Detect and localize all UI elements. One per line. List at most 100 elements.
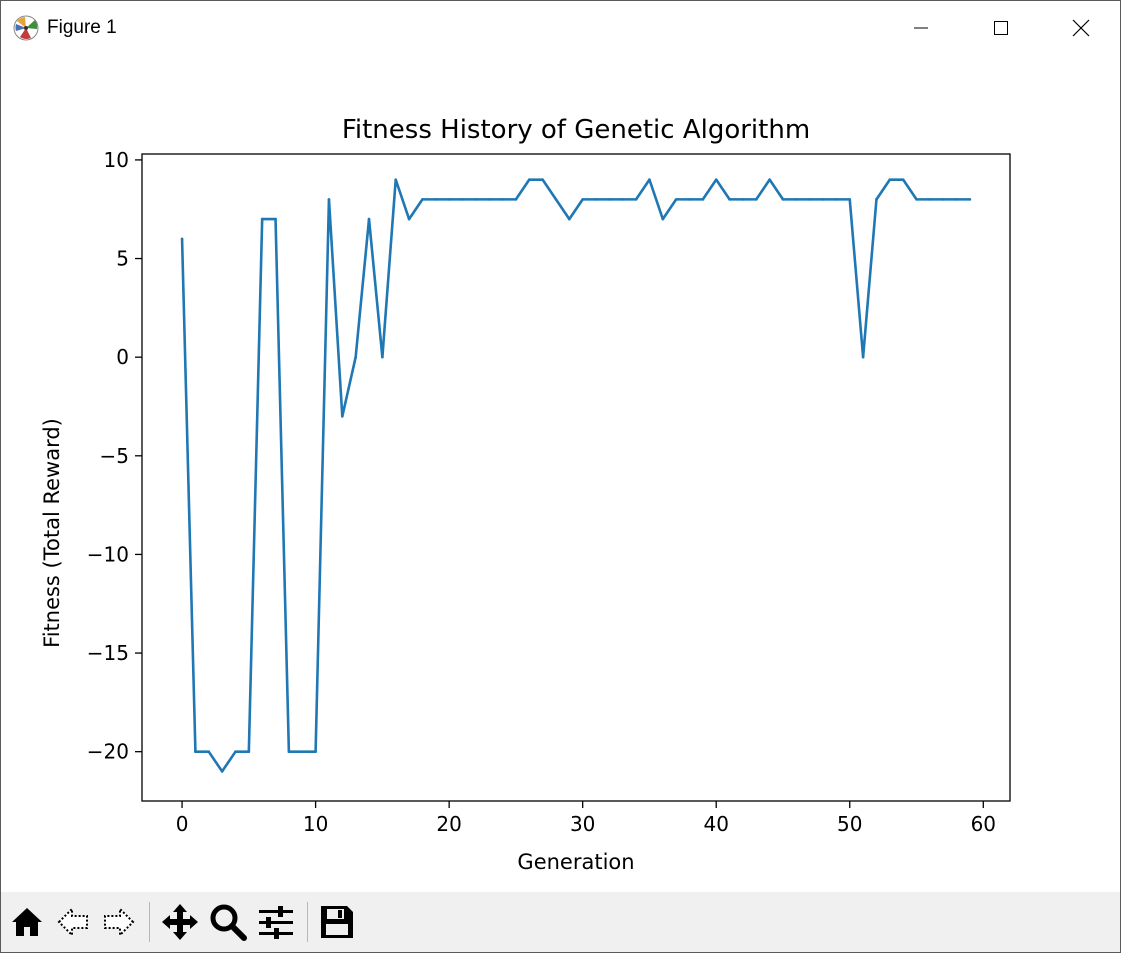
zoom-button[interactable]	[208, 902, 248, 942]
matplotlib-logo-icon	[13, 15, 39, 41]
data-point	[341, 415, 344, 418]
title-bar[interactable]: Figure 1	[1, 1, 1120, 55]
forward-button[interactable]	[99, 902, 139, 942]
fitness-series-line	[180, 178, 970, 773]
back-button[interactable]	[53, 902, 93, 942]
data-point	[314, 750, 317, 753]
back-arrow-icon	[57, 906, 88, 938]
data-point	[808, 198, 811, 201]
save-button[interactable]	[317, 902, 357, 942]
data-point	[781, 198, 785, 201]
data-point	[835, 198, 838, 201]
navigation-toolbar	[1, 892, 1120, 952]
data-point	[688, 198, 691, 201]
y-tick-label: −10	[87, 542, 129, 566]
data-point	[234, 750, 237, 753]
y-tick-label: −5	[100, 444, 129, 468]
data-point	[768, 178, 771, 181]
data-point	[207, 750, 211, 753]
data-point	[621, 198, 625, 201]
data-point	[674, 198, 678, 201]
data-point	[915, 198, 918, 201]
data-point	[541, 178, 544, 181]
data-point	[194, 750, 197, 753]
data-point	[487, 198, 491, 201]
x-tick-label: 50	[837, 812, 862, 836]
data-point	[741, 198, 745, 201]
window-title: Figure 1	[47, 17, 117, 38]
data-point	[421, 198, 424, 201]
data-point	[754, 198, 758, 201]
y-tick-label: −15	[87, 641, 129, 665]
maximize-icon	[994, 21, 1008, 35]
data-point	[848, 198, 852, 201]
data-point	[554, 198, 558, 201]
x-axis-label: Generation	[517, 850, 634, 874]
data-point	[247, 750, 251, 753]
data-point	[260, 217, 264, 221]
home-icon	[12, 908, 42, 936]
data-point	[955, 198, 958, 201]
axes-frame	[141, 153, 1011, 802]
pan-button[interactable]	[160, 902, 200, 942]
data-point	[501, 198, 504, 201]
data-point	[461, 198, 464, 201]
home-button[interactable]	[7, 902, 47, 942]
data-point	[581, 198, 584, 201]
data-point	[714, 178, 718, 181]
data-point	[354, 355, 357, 359]
data-point	[648, 178, 651, 181]
line-chart: Fitness History of Genetic Algorithm 0 10…	[40, 115, 1011, 874]
save-floppy-icon	[321, 906, 353, 938]
data-point	[407, 217, 411, 221]
data-point	[180, 237, 184, 241]
data-point	[367, 217, 371, 221]
data-point	[968, 198, 972, 201]
data-point	[447, 198, 451, 201]
data-point	[514, 198, 518, 201]
data-point	[300, 750, 304, 753]
zoom-magnifier-icon	[210, 904, 247, 941]
close-button[interactable]	[1041, 1, 1120, 55]
y-axis-label: Fitness (Total Reward)	[40, 418, 64, 648]
x-tick-label: 0	[176, 812, 189, 836]
x-tick-label: 10	[303, 812, 328, 836]
toolbar-separator	[149, 902, 150, 942]
configure-subplots-button[interactable]	[256, 902, 296, 942]
data-point	[875, 198, 878, 201]
toolbar-separator	[307, 902, 308, 942]
data-point	[928, 198, 932, 201]
data-point	[594, 198, 598, 201]
y-tick-label: −20	[87, 740, 129, 764]
data-point	[474, 198, 478, 201]
data-point	[661, 217, 665, 221]
data-point	[287, 750, 291, 753]
data-point	[861, 355, 865, 359]
data-point	[901, 178, 905, 181]
forward-arrow-icon	[104, 906, 135, 938]
configure-subplots-icon	[259, 906, 293, 939]
figure-canvas[interactable]: Fitness History of Genetic Algorithm 0 10…	[1, 56, 1120, 892]
pan-move-icon	[162, 904, 198, 940]
data-point	[434, 198, 438, 201]
x-tick-label: 30	[570, 812, 595, 836]
chart-title: Fitness History of Genetic Algorithm	[342, 115, 810, 145]
data-point	[941, 198, 945, 201]
data-point	[274, 217, 277, 221]
x-tick-label: 40	[703, 812, 728, 836]
data-point	[728, 198, 731, 201]
y-tick-label: 10	[104, 148, 129, 172]
data-point	[220, 770, 224, 773]
data-point	[568, 217, 571, 221]
x-tick-label: 60	[971, 812, 996, 836]
data-point	[327, 198, 331, 201]
data-point	[608, 198, 611, 201]
data-point	[821, 198, 825, 201]
maximize-button[interactable]	[961, 1, 1041, 55]
y-tick-label: 5	[116, 247, 129, 271]
data-point	[394, 178, 398, 181]
data-point	[381, 355, 384, 359]
y-tick-label: 0	[116, 345, 129, 369]
minimize-button[interactable]	[881, 1, 961, 55]
